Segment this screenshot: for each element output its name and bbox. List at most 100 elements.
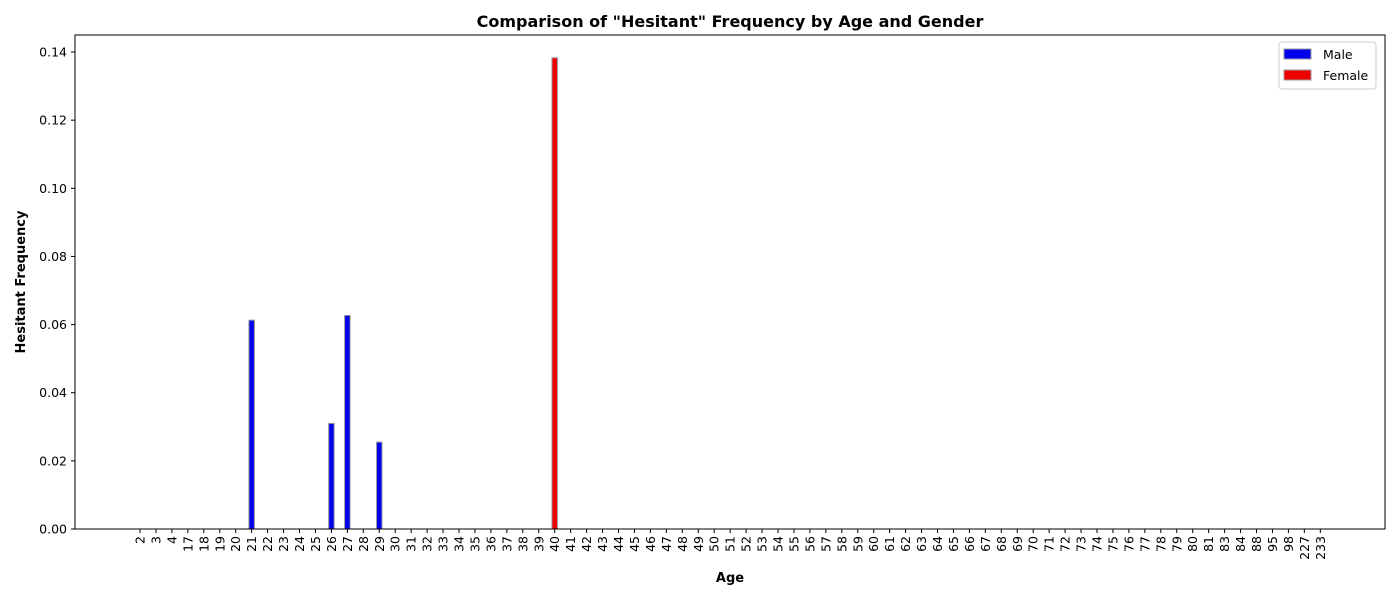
x-tick-label: 2 [133, 536, 148, 544]
legend: Male Female [1278, 41, 1377, 90]
x-tick-label: 55 [786, 536, 801, 552]
x-tick-label: 31 [404, 536, 419, 552]
x-tick-label: 28 [356, 536, 371, 552]
legend-swatch-female [1283, 69, 1312, 81]
bar-male-26 [328, 422, 335, 530]
x-tick-label: 49 [691, 536, 706, 552]
plot-frame [74, 34, 1386, 530]
x-tick-label: 21 [244, 536, 259, 552]
x-tick-label: 72 [1058, 536, 1073, 552]
x-tick-label: 70 [1026, 536, 1041, 552]
bar-male-27 [344, 314, 351, 530]
x-tick-label: 24 [292, 536, 307, 552]
x-tick-label: 67 [978, 536, 993, 552]
x-tick-label: 33 [436, 536, 451, 552]
legend-label-female: Female [1323, 68, 1369, 83]
y-tick-label: 0.04 [39, 385, 67, 400]
y-tick-label: 0.12 [39, 113, 67, 128]
x-tick-label: 20 [228, 536, 243, 552]
bar-male-29 [376, 441, 383, 530]
x-tick-label: 80 [1185, 536, 1200, 552]
y-axis-label: Hesitant Frequency [14, 210, 29, 353]
bar-female-40 [551, 57, 558, 530]
x-tick-label: 42 [579, 536, 594, 552]
x-tick-label: 78 [1153, 536, 1168, 552]
x-tick-label: 4 [164, 536, 179, 544]
x-tick-label: 69 [1010, 536, 1025, 552]
x-tick-label: 51 [723, 536, 738, 552]
x-tick-label: 35 [467, 536, 482, 552]
x-axis-label: Age [716, 571, 744, 586]
x-tick-label: 68 [994, 536, 1009, 552]
x-tick-label: 46 [643, 536, 658, 552]
y-tick-label: 0.06 [39, 317, 67, 332]
x-tick-label: 77 [1137, 536, 1152, 552]
chart-title: Comparison of "Hesitant" Frequency by Ag… [477, 12, 984, 31]
x-tick-label: 25 [308, 536, 323, 552]
bars [248, 57, 558, 530]
x-tick-label: 57 [818, 536, 833, 552]
x-tick-label: 52 [739, 536, 754, 552]
x-tick-label: 62 [898, 536, 913, 552]
y-tick-label: 0.10 [39, 181, 67, 196]
x-tick-label: 44 [611, 536, 626, 552]
x-tick-label: 38 [515, 536, 530, 552]
x-tick-label: 48 [675, 536, 690, 552]
y-tick-label: 0.00 [39, 522, 67, 537]
x-axis-ticks: 2 3 4 17 18 19 20 21 22 23 24 25 26 27 28 29 30 31 32 33 34 3… [133, 529, 1328, 560]
x-tick-label: 84 [1233, 536, 1248, 552]
x-tick-label: 18 [196, 536, 211, 552]
x-tick-label: 43 [595, 536, 610, 552]
x-tick-label: 3 [148, 536, 163, 544]
x-tick-label: 22 [260, 536, 275, 552]
x-tick-label: 39 [531, 536, 546, 552]
x-tick-label: 58 [834, 536, 849, 552]
x-tick-label: 66 [962, 536, 977, 552]
x-tick-label: 60 [866, 536, 881, 552]
bar-male-21 [248, 319, 255, 530]
x-tick-label: 30 [388, 536, 403, 552]
x-tick-label: 29 [372, 536, 387, 552]
legend-label-male: Male [1323, 47, 1353, 62]
x-tick-label: 26 [324, 536, 339, 552]
x-tick-label: 41 [563, 536, 578, 552]
y-tick-label: 0.02 [39, 453, 67, 468]
x-tick-label: 98 [1281, 536, 1296, 552]
x-tick-label: 17 [180, 536, 195, 552]
x-tick-label: 61 [882, 536, 897, 552]
x-tick-label: 81 [1201, 536, 1216, 552]
x-tick-label: 27 [340, 536, 355, 552]
x-tick-label: 76 [1121, 536, 1136, 552]
x-tick-label: 47 [659, 536, 674, 552]
y-axis-ticks: 0.00 0.02 0.04 0.06 0.08 0.10 0.12 0.14 [39, 45, 75, 537]
x-tick-label: 83 [1217, 536, 1232, 552]
x-tick-label: 23 [276, 536, 291, 552]
x-tick-label: 74 [1090, 536, 1105, 552]
x-tick-label: 63 [914, 536, 929, 552]
x-tick-label: 71 [1042, 536, 1057, 552]
x-tick-label: 32 [420, 536, 435, 552]
x-tick-label: 95 [1265, 536, 1280, 552]
x-tick-label: 40 [547, 536, 562, 552]
x-tick-label: 50 [707, 536, 722, 552]
x-tick-label: 79 [1169, 536, 1184, 552]
x-tick-label: 36 [483, 536, 498, 552]
x-tick-label: 34 [452, 536, 467, 552]
x-tick-label: 73 [1074, 536, 1089, 552]
x-tick-label: 75 [1105, 536, 1120, 552]
x-tick-label: 54 [771, 536, 786, 552]
x-tick-label: 19 [212, 536, 227, 552]
x-tick-label: 59 [850, 536, 865, 552]
x-tick-label: 88 [1249, 536, 1264, 552]
x-tick-label: 233 [1313, 536, 1328, 560]
x-tick-label: 65 [946, 536, 961, 552]
legend-swatch-male [1283, 48, 1312, 60]
x-tick-label: 37 [499, 536, 514, 552]
y-tick-label: 0.14 [39, 45, 67, 60]
x-tick-label: 45 [627, 536, 642, 552]
x-tick-label: 56 [802, 536, 817, 552]
x-tick-label: 227 [1297, 536, 1312, 560]
x-tick-label: 53 [755, 536, 770, 552]
